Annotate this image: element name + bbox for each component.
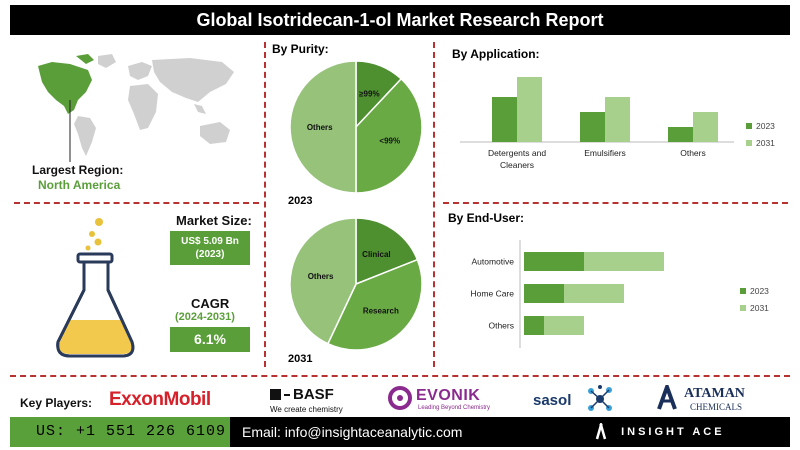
basf-square-icon	[270, 389, 281, 400]
legend-swatch	[746, 140, 752, 146]
cagr-value-box: 6.1%	[170, 327, 250, 352]
bar-2023	[524, 284, 564, 303]
y-tick-label: Others	[488, 321, 514, 331]
evonik-wordmark: EVONIK	[416, 387, 481, 404]
legend-swatch	[740, 288, 746, 294]
market-size-year: (2023)	[195, 249, 225, 260]
pie-slice-label: Clinical	[362, 250, 390, 259]
legend-label: 2023	[750, 286, 769, 296]
sasol-molecule-icon	[588, 385, 612, 411]
email-address: Email: info@insightaceanalytic.com	[242, 424, 463, 440]
footer-brand: INSIGHT ACE ANALYTIC	[595, 417, 800, 447]
pie-2023-year-label: 2023	[288, 195, 312, 207]
bar-2023	[524, 316, 544, 335]
largest-region-label: Largest Region:	[32, 163, 124, 177]
legend-swatch	[746, 123, 752, 129]
bar-2031	[693, 112, 718, 142]
bar-2031	[605, 97, 630, 142]
pie-slice-0	[355, 217, 419, 286]
bar-2031	[544, 316, 584, 335]
market-size-box: US$ 5.09 Bn (2023)	[170, 231, 250, 265]
bar-2031	[564, 284, 624, 303]
basf-logo: BASF We create chemistry	[270, 386, 343, 414]
legend-label: 2031	[750, 303, 769, 313]
pie-2031-year-label: 2031	[288, 353, 312, 362]
pie-slice-label: Research	[363, 306, 399, 315]
cagr-label: CAGR	[191, 296, 230, 311]
x-tick-label: Detergents and	[488, 148, 546, 158]
application-title: By Application:	[452, 47, 540, 61]
largest-region-value: North America	[38, 178, 121, 192]
pie-slice-2	[289, 217, 357, 345]
pie-slice-label: Others	[307, 123, 333, 132]
pie-slice-label: ≥99%	[359, 89, 379, 98]
end-user-bar-chart: Automotive Home Care Others 2023 2031	[471, 240, 769, 348]
bar-2031	[517, 77, 542, 142]
bar-2023	[580, 112, 605, 142]
end-user-title: By End-User:	[448, 211, 525, 225]
phone-number: US: +1 551 226 6109	[36, 423, 227, 440]
y-tick-label: Home Care	[471, 289, 515, 299]
pie-slice-1	[326, 258, 423, 351]
sasol-wordmark: sasol	[533, 392, 572, 409]
market-size-value: US$ 5.09 Bn	[181, 236, 239, 247]
flask-icon	[56, 218, 135, 358]
pie-slice-label: Others	[308, 272, 334, 281]
bar-2031	[584, 252, 664, 271]
key-players-label: Key Players:	[20, 396, 93, 410]
legend-swatch	[740, 305, 746, 311]
header-bar: Global Isotridecan-1-ol Market Research …	[10, 5, 790, 35]
legend-label: 2023	[756, 121, 775, 131]
x-tick-label: Cleaners	[500, 160, 534, 170]
divider-left	[264, 42, 266, 367]
pie-slice-2	[289, 60, 357, 194]
divider-footer	[10, 375, 790, 377]
evonik-mark-icon	[388, 386, 412, 410]
footer-phone: US: +1 551 226 6109	[10, 417, 230, 447]
cagr-value: 6.1%	[194, 331, 226, 347]
legend-label: 2031	[756, 138, 775, 148]
basf-wordmark: BASF	[293, 386, 334, 403]
pie-chart-2023: ≥99% <99% Others	[289, 60, 423, 194]
cagr-period: (2024-2031)	[175, 311, 235, 323]
purity-pies: ≥99% <99% Others Clinical Research Others 20…	[288, 60, 423, 362]
pie-chart-2031: Clinical Research Others	[289, 217, 423, 351]
divider-right-horizontal	[443, 202, 788, 204]
x-tick-label: Emulsifiers	[584, 148, 626, 158]
evonik-tagline: Leading Beyond Chemistry	[418, 405, 491, 411]
market-size-label: Market Size:	[176, 213, 252, 228]
exxonmobil-logo: ExxonMobil	[109, 389, 211, 410]
ataman-wordmark: ATAMAN	[684, 386, 745, 401]
basf-tagline: We create chemistry	[270, 405, 343, 414]
ataman-mark-icon	[657, 385, 677, 410]
bar-2023	[492, 97, 517, 142]
ataman-subtitle: CHEMICALS	[690, 402, 743, 412]
page-title: Global Isotridecan-1-ol Market Research …	[196, 10, 604, 30]
pie-slice-label: <99%	[379, 136, 400, 145]
world-map-icon	[38, 54, 234, 162]
pie-slice-1	[355, 77, 423, 194]
insightace-logo-icon	[595, 420, 607, 440]
purity-title: By Purity:	[272, 42, 329, 56]
y-tick-label: Automotive	[471, 257, 514, 267]
divider-left-horizontal	[14, 202, 259, 204]
brand-name: INSIGHT ACE ANALYTIC	[621, 426, 725, 438]
bar-2023	[524, 252, 584, 271]
bar-2023	[668, 127, 693, 142]
application-bar-chart: Detergents and Cleaners Emulsifiers Others 2…	[460, 77, 775, 170]
x-tick-label: Others	[680, 148, 706, 158]
footer-email-bar: Email: info@insightaceanalytic.com	[230, 417, 790, 447]
divider-right	[433, 42, 435, 367]
